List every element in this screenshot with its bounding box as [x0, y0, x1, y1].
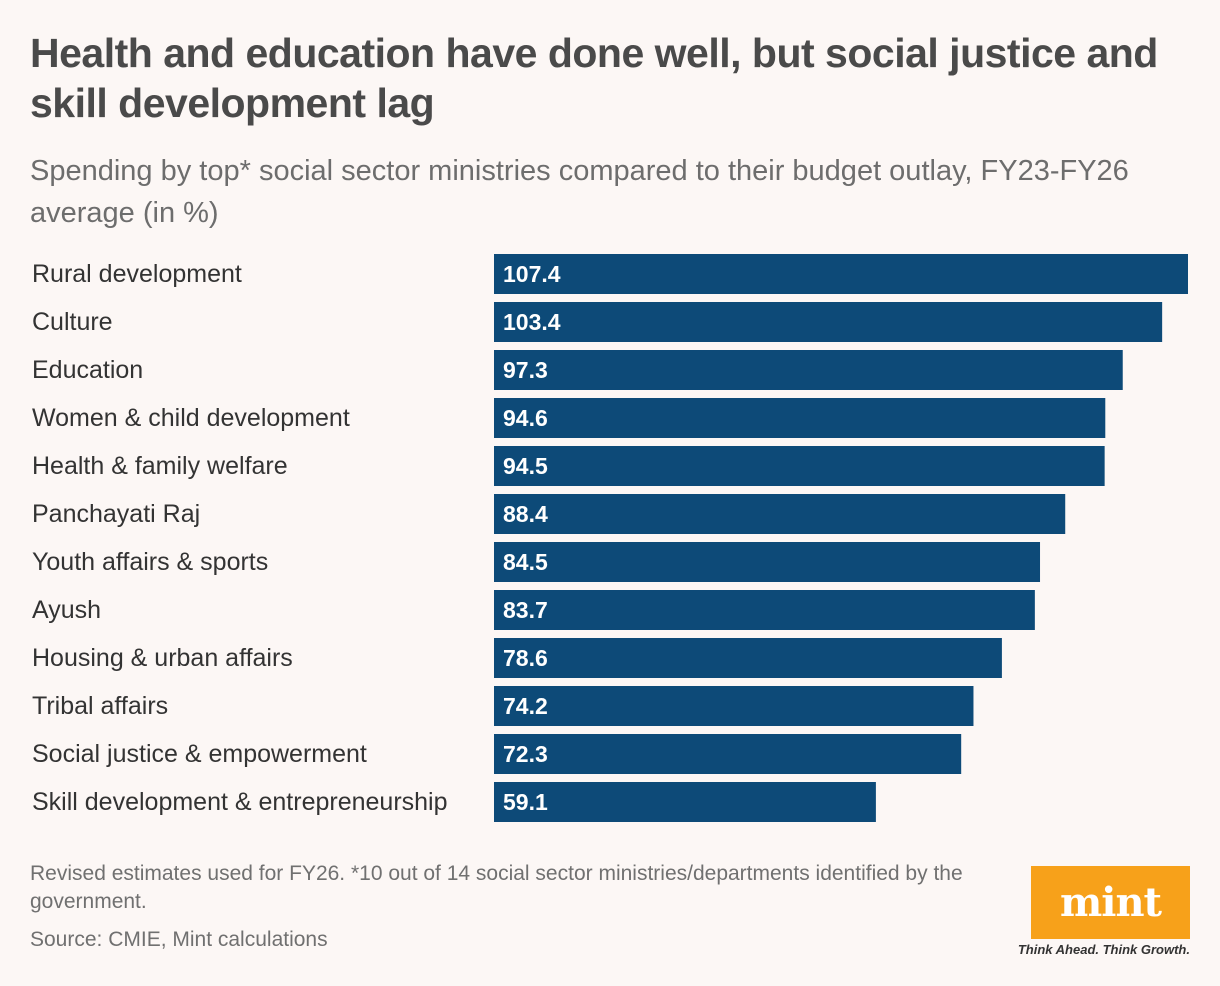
bar: [494, 254, 1188, 294]
category-label: Skill development & entrepreneurship: [32, 788, 448, 816]
chart-title: Health and education have done well, but…: [30, 30, 1158, 126]
bar-value-label: 94.6: [503, 405, 548, 431]
bar: [494, 734, 962, 774]
bar: [494, 638, 1002, 678]
bar-value-label: 74.2: [503, 693, 548, 719]
bar-value-label: 107.4: [503, 261, 561, 287]
category-label: Panchayati Raj: [32, 500, 200, 528]
category-label: Youth affairs & sports: [32, 548, 268, 576]
chart-subtitle: Spending by top* social sector ministrie…: [30, 155, 1129, 229]
bar-value-label: 83.7: [503, 597, 548, 623]
bar: [494, 302, 1163, 342]
bar: [494, 686, 974, 726]
logo-text: mint: [1059, 878, 1162, 926]
logo-tagline: Think Ahead. Think Growth.: [1017, 942, 1190, 957]
bar: [494, 350, 1123, 390]
footnote: Revised estimates used for FY26. *10 out…: [30, 862, 963, 913]
mint-logo: mint: [1031, 866, 1190, 939]
bar: [494, 398, 1106, 438]
bar-value-label: 72.3: [503, 741, 548, 767]
bar-value-label: 94.5: [503, 453, 548, 479]
bar: [494, 542, 1041, 582]
category-label: Education: [32, 356, 143, 384]
category-label: Ayush: [32, 596, 101, 624]
source-note: Source: CMIE, Mint calculations: [30, 928, 328, 951]
category-label: Tribal affairs: [32, 692, 168, 720]
bar-value-label: 84.5: [503, 549, 548, 575]
category-label: Culture: [32, 308, 113, 336]
category-label: Social justice & empowerment: [32, 740, 367, 768]
bar: [494, 590, 1035, 630]
category-label: Health & family welfare: [32, 452, 288, 480]
bar-value-label: 88.4: [503, 501, 548, 527]
bar-value-label: 103.4: [503, 309, 561, 335]
bar: [494, 782, 876, 822]
category-label: Housing & urban affairs: [32, 644, 293, 672]
bar-value-label: 78.6: [503, 645, 548, 671]
bar: [494, 494, 1066, 534]
bar-value-label: 97.3: [503, 357, 548, 383]
category-label: Women & child development: [32, 404, 350, 432]
bar-value-label: 59.1: [503, 789, 548, 815]
bar: [494, 446, 1105, 486]
category-label: Rural development: [32, 260, 242, 288]
